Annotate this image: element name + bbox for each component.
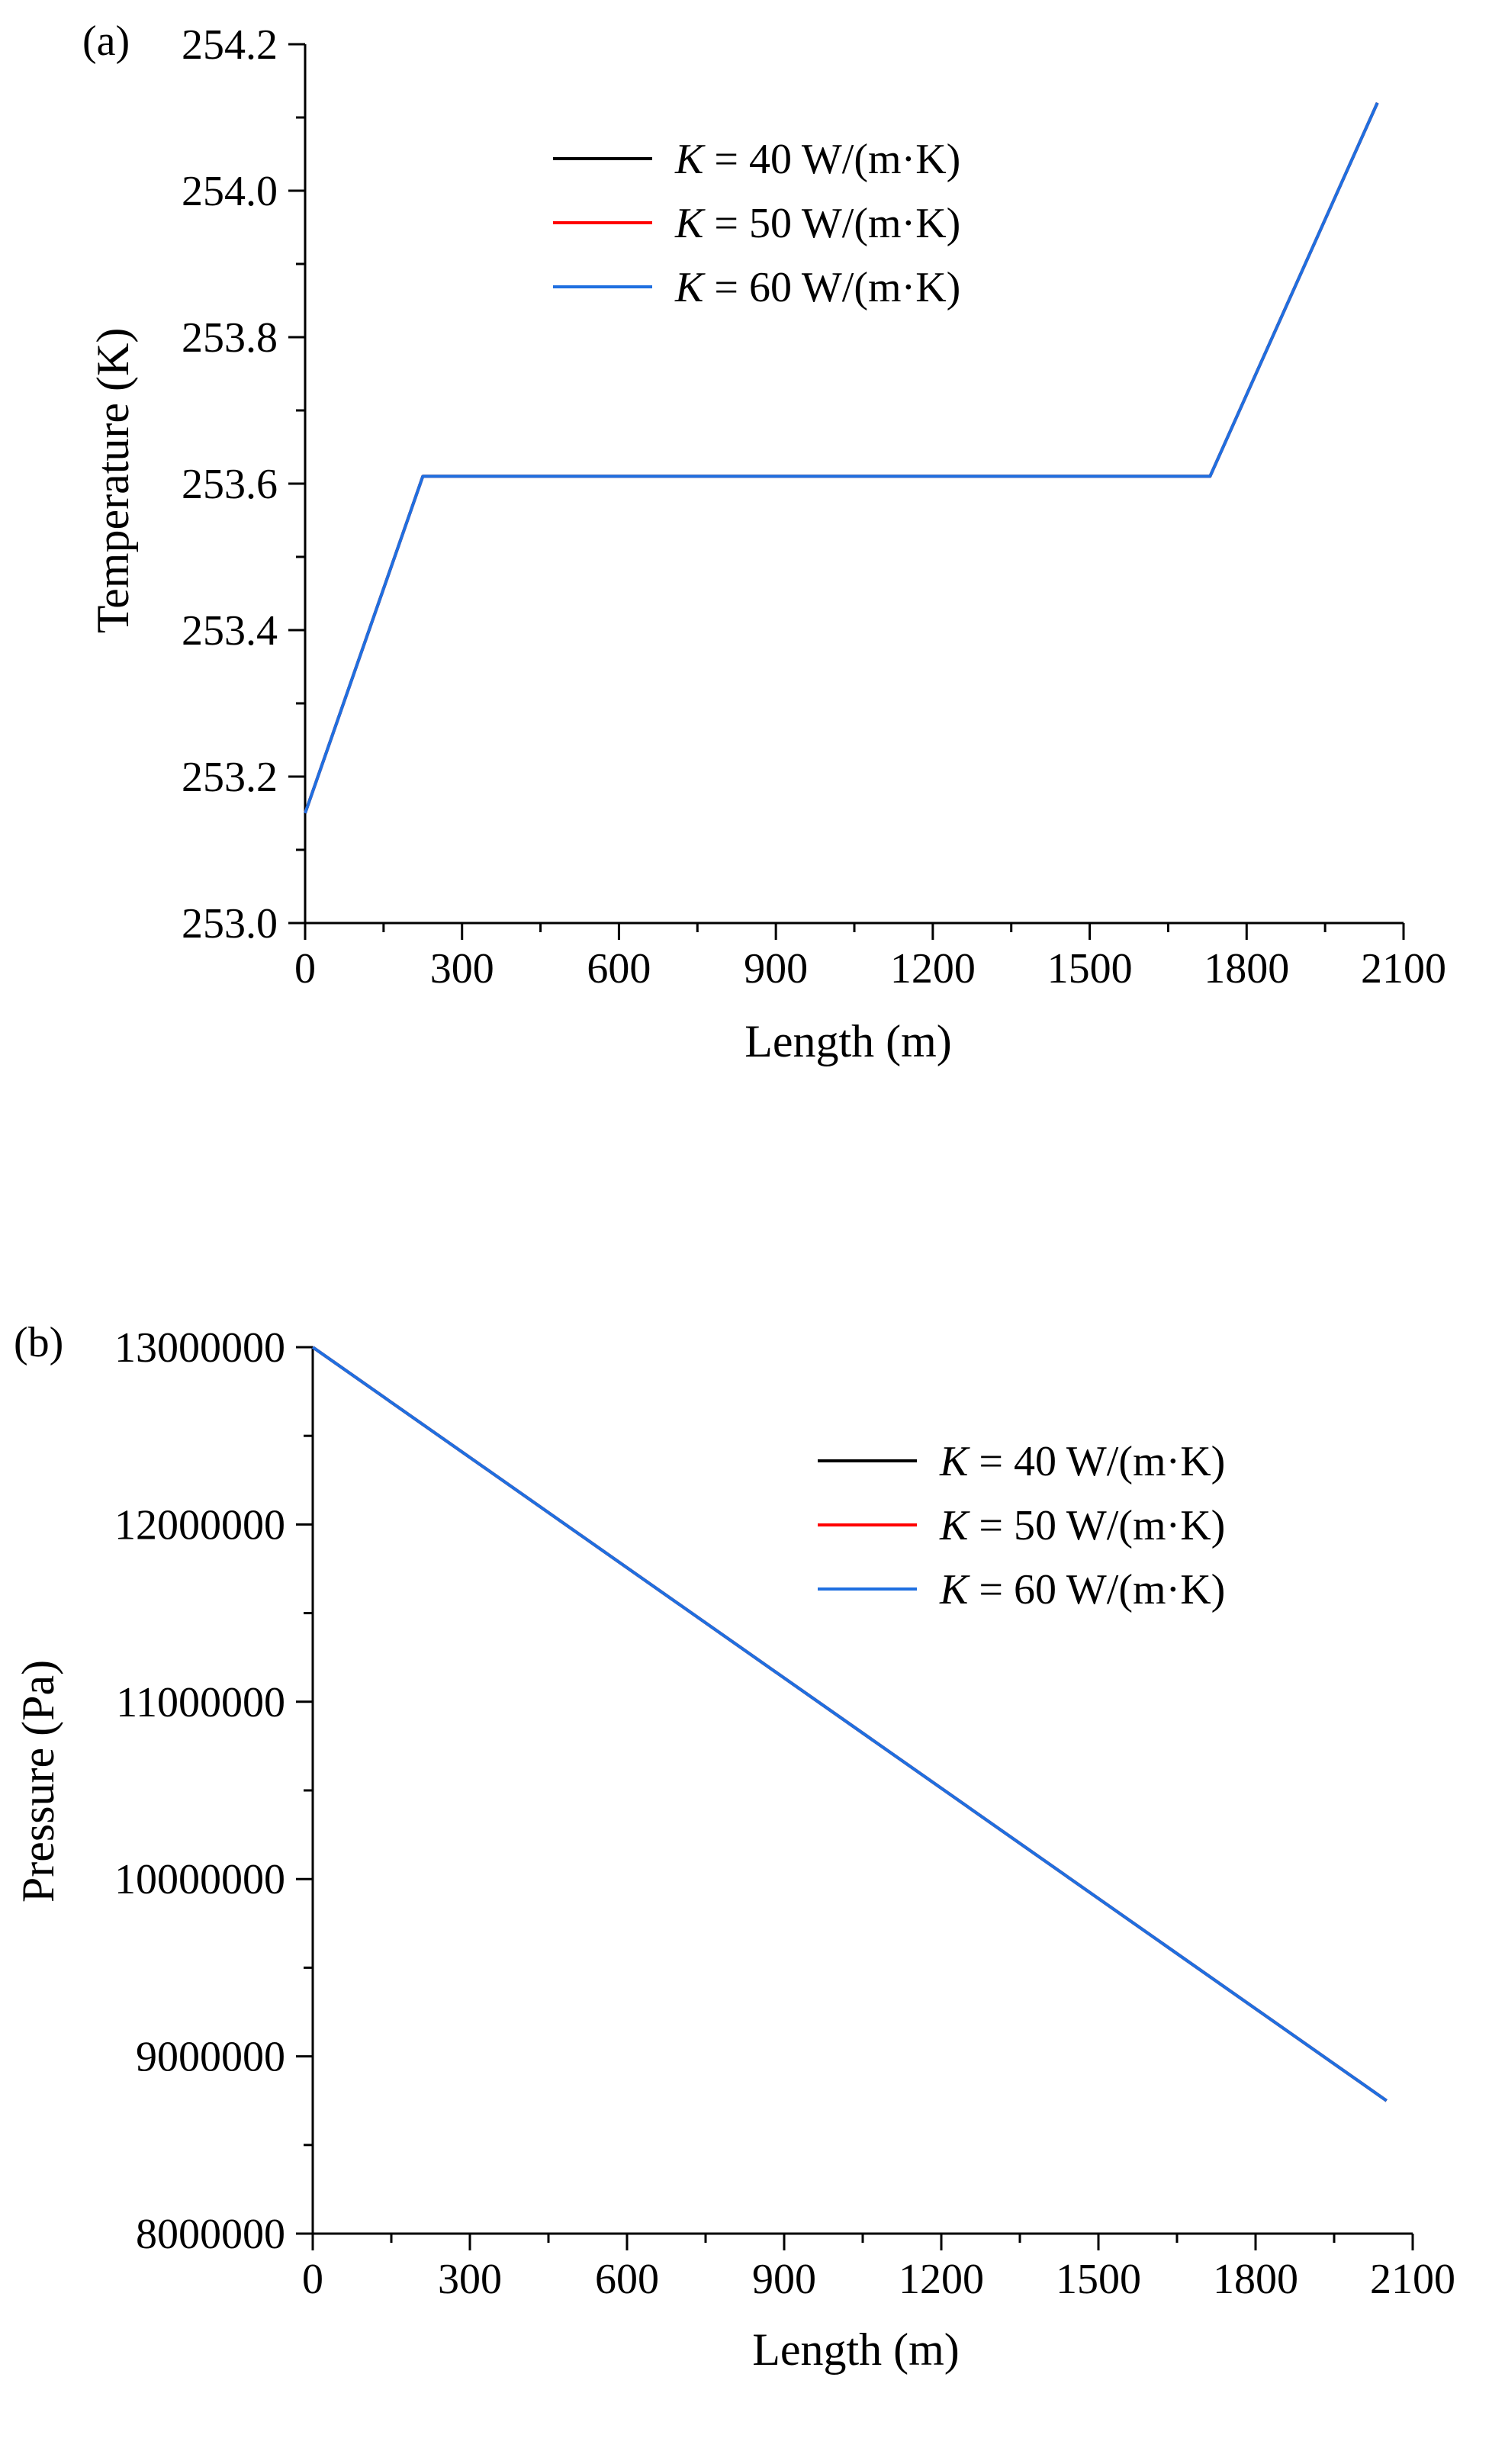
x-tick-label: 0 <box>302 2256 323 2303</box>
y-tick-label: 8000000 <box>136 2211 285 2258</box>
y-tick-label: 11000000 <box>116 1679 285 1726</box>
x-tick-label: 600 <box>587 945 651 992</box>
y-tick-label: 253.8 <box>182 314 278 362</box>
y-tick-label: 12000000 <box>114 1501 285 1549</box>
x-tick-label: 0 <box>294 945 316 992</box>
panel-label-b: (b) <box>14 1319 63 1366</box>
legend-label-1: K = 40 W/(m·K) <box>939 1438 1225 1485</box>
legend-label-3: K = 60 W/(m·K) <box>674 264 960 311</box>
legend-label-1: K = 40 W/(m·K) <box>674 136 960 183</box>
x-tick-label: 1500 <box>1047 945 1133 992</box>
series-line-3 <box>311 1346 1388 2102</box>
x-axis-title-a: Length (m) <box>744 1016 952 1066</box>
legend-label-3: K = 60 W/(m·K) <box>939 1566 1225 1613</box>
y-tick-label: 10000000 <box>114 1856 285 1903</box>
series-line-3 <box>304 101 1379 814</box>
legend-label-2: K = 50 W/(m·K) <box>674 200 960 247</box>
x-tick-label: 300 <box>430 945 494 992</box>
x-tick-label: 1800 <box>1213 2256 1298 2303</box>
legend-label-2: K = 50 W/(m·K) <box>939 1502 1225 1549</box>
x-tick-label: 300 <box>438 2256 502 2303</box>
plot-area-b: 0 300 600 900 1200 1500 1800 2100 8000000 9000000… <box>114 1324 1455 2303</box>
x-tick-label: 2100 <box>1370 2256 1455 2303</box>
y-axis-title-a: Temperature (K) <box>88 328 138 634</box>
panel-label-a: (a) <box>82 18 130 65</box>
legend-b: K = 40 W/(m·K) K = 50 W/(m·K) K = 60 W/(m·… <box>818 1438 1225 1613</box>
y-tick-label: 13000000 <box>114 1324 285 1372</box>
legend-a: K = 40 W/(m·K) K = 50 W/(m·K) K = 60 W/(m·… <box>553 136 960 311</box>
x-tick-label: 600 <box>595 2256 659 2303</box>
y-tick-label: 253.0 <box>182 900 278 947</box>
y-tick-label: 9000000 <box>136 2034 285 2081</box>
temperature-chart-panel: (a) Length (m) Temperature (K) 0 300 600 90… <box>82 18 1446 1066</box>
y-tick-label: 253.4 <box>182 607 278 655</box>
plot-area-a: 0 300 600 900 1200 1500 1800 2100 253.0 253.2 253.… <box>182 21 1446 992</box>
y-axis-title-b: Pressure (Pa) <box>13 1660 63 1903</box>
x-tick-label: 900 <box>744 945 808 992</box>
x-tick-label: 900 <box>752 2256 816 2303</box>
pressure-chart-panel: (b) Length (m) Pressure (Pa) 0 300 600 900 1… <box>13 1319 1455 2375</box>
x-tick-label: 1200 <box>899 2256 984 2303</box>
x-tick-label: 1200 <box>890 945 976 992</box>
y-tick-label: 254.2 <box>182 21 278 69</box>
y-tick-label: 254.0 <box>182 168 278 215</box>
x-tick-label: 1500 <box>1056 2256 1141 2303</box>
y-tick-label: 253.2 <box>182 754 278 801</box>
x-tick-label: 2100 <box>1361 945 1446 992</box>
y-tick-label: 253.6 <box>182 461 278 508</box>
x-axis-title-b: Length (m) <box>752 2324 960 2375</box>
x-tick-label: 1800 <box>1204 945 1289 992</box>
